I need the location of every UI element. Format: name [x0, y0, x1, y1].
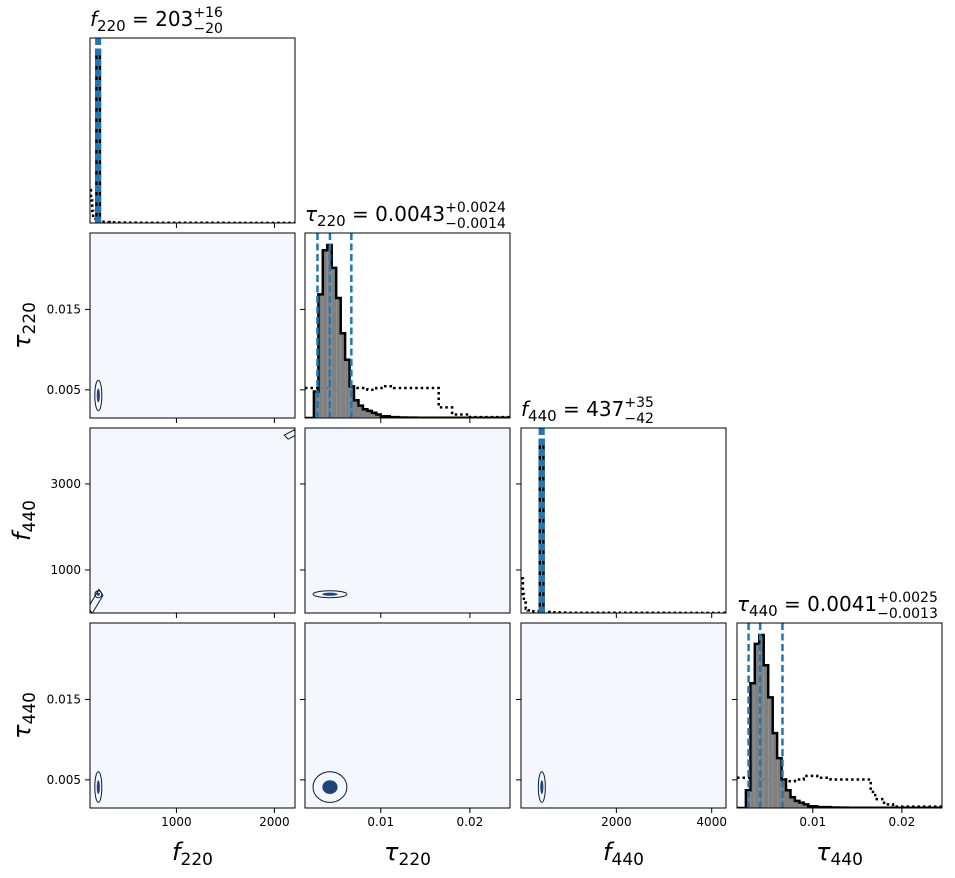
density-panel-tau220-f440: [305, 428, 510, 613]
axis-symbol: τ: [8, 724, 36, 739]
y-tick-label: 0.015: [47, 692, 81, 706]
density-panel-f220-tau440: [90, 623, 295, 808]
title-symbol: τ: [737, 592, 750, 616]
density-background: [305, 428, 510, 613]
x-tick-label: 1000: [161, 815, 192, 829]
hist-panel-f440: f440 = 437+35−42: [521, 395, 726, 613]
title-value: = 437: [557, 397, 625, 421]
axis-symbol: τ: [384, 838, 399, 866]
density-panel-tau220-tau440: [305, 623, 510, 808]
axis-subscript: 220: [399, 850, 431, 870]
density-core: [322, 593, 337, 596]
axis-subscript: 220: [181, 850, 213, 870]
title-plus: +0.0025: [877, 590, 938, 606]
density-core: [97, 389, 100, 403]
density-background: [90, 623, 295, 808]
x-axis-label-f440: f440: [603, 838, 644, 870]
density-background: [90, 233, 295, 418]
title-minus: −0.0013: [877, 606, 938, 622]
y-tick-label: 3000: [50, 477, 81, 491]
y-tick-label: 0.005: [47, 773, 81, 787]
prior-curve: [521, 578, 726, 613]
y-axis-label-tau220: τ220: [8, 302, 40, 349]
y-tick-label: 0.005: [47, 383, 81, 397]
title-subscript: 220: [97, 17, 126, 35]
title-symbol: τ: [305, 202, 318, 226]
hist-content-f440: [521, 428, 726, 613]
x-tick-label: 0.01: [367, 815, 394, 829]
title-minus: −42: [624, 411, 654, 427]
x-tick-label: 0.02: [457, 815, 484, 829]
title-subscript: 440: [528, 407, 557, 425]
x-axis-label-f220: f220: [172, 838, 213, 870]
hist-panel-tau220: τ220 = 0.0043+0.0024−0.0014: [305, 200, 510, 418]
hist-content-f220: [90, 38, 295, 223]
title-value: = 0.0041: [778, 592, 877, 616]
density-background: [90, 428, 295, 613]
title-plus: +0.0024: [445, 200, 506, 216]
x-tick-label: 2000: [601, 815, 632, 829]
panel-frame: [521, 428, 726, 613]
title-minus: −0.0014: [445, 216, 506, 232]
density-background: [521, 623, 726, 808]
title-plus: +16: [193, 5, 223, 21]
density-background: [305, 623, 510, 808]
x-tick-label: 0.02: [889, 815, 916, 829]
x-axis-label-tau440: τ440: [816, 838, 863, 870]
axis-subscript: 220: [20, 302, 40, 334]
density-panel-f220-tau220: [90, 233, 295, 418]
axis-subscript: 440: [20, 692, 40, 724]
density-panel-f440-tau440: [521, 623, 726, 808]
y-axis-label-f440: f440: [8, 500, 40, 541]
axis-symbol: τ: [8, 334, 36, 349]
x-tick-label: 0.01: [799, 815, 826, 829]
title-subscript: 220: [317, 212, 346, 230]
prior-curve: [90, 190, 295, 223]
title-value: = 203: [126, 7, 194, 31]
x-tick-label: 4000: [696, 815, 727, 829]
y-tick-label: 0.015: [47, 302, 81, 316]
title-subscript: 440: [749, 602, 778, 620]
axis-symbol: τ: [816, 838, 831, 866]
panel-frame: [90, 38, 295, 223]
density-panel-f220-f440: [88, 428, 298, 613]
hist-content-tau440: [737, 623, 942, 808]
axis-subscript: 440: [20, 500, 40, 532]
title-minus: −20: [193, 21, 223, 37]
hist-content-tau220: [305, 233, 510, 418]
density-core: [97, 780, 100, 794]
density-core: [540, 780, 543, 794]
y-axis-label-tau440: τ440: [8, 692, 40, 739]
axis-subscript: 440: [831, 850, 863, 870]
x-axis-label-tau220: τ220: [384, 838, 431, 870]
hist-panel-tau440: τ440 = 0.0041+0.0025−0.0013: [737, 590, 942, 808]
y-tick-label: 1000: [50, 563, 81, 577]
title-value: = 0.0043: [346, 202, 445, 226]
hist-panel-f220: f220 = 203+16−20: [90, 5, 295, 223]
density-core: [322, 780, 337, 794]
title-plus: +35: [624, 395, 654, 411]
axis-subscript: 440: [612, 850, 644, 870]
x-tick-label: 2000: [259, 815, 290, 829]
